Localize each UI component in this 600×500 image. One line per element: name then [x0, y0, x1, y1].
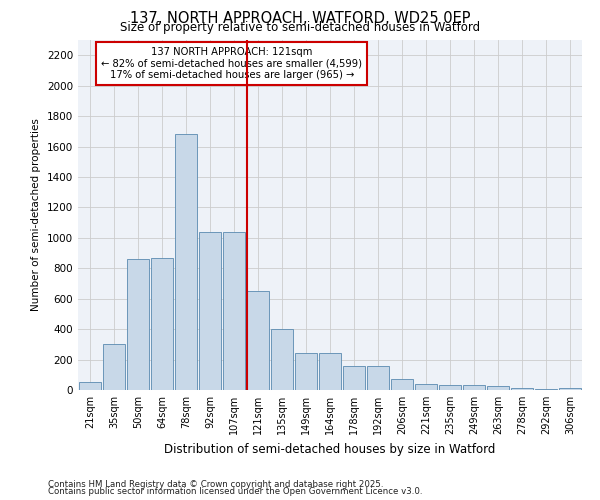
Bar — [103, 344, 125, 390]
Bar — [319, 354, 341, 390]
Bar — [295, 354, 317, 390]
Text: 137 NORTH APPROACH: 121sqm
← 82% of semi-detached houses are smaller (4,599)
17%: 137 NORTH APPROACH: 121sqm ← 82% of semi… — [101, 47, 362, 80]
Bar — [439, 386, 461, 390]
Bar — [535, 389, 557, 390]
Bar — [559, 388, 581, 390]
Bar — [343, 366, 365, 390]
Y-axis label: Number of semi-detached properties: Number of semi-detached properties — [31, 118, 41, 312]
Text: Distribution of semi-detached houses by size in Watford: Distribution of semi-detached houses by … — [164, 442, 496, 456]
Bar — [151, 258, 173, 390]
Bar — [127, 259, 149, 390]
Text: Contains HM Land Registry data © Crown copyright and database right 2025.: Contains HM Land Registry data © Crown c… — [48, 480, 383, 489]
Bar — [79, 382, 101, 390]
Bar — [511, 388, 533, 390]
Bar — [367, 366, 389, 390]
Bar — [271, 329, 293, 390]
Text: Contains public sector information licensed under the Open Government Licence v3: Contains public sector information licen… — [48, 487, 422, 496]
Text: Size of property relative to semi-detached houses in Watford: Size of property relative to semi-detach… — [120, 22, 480, 35]
Bar — [391, 378, 413, 390]
Bar — [199, 232, 221, 390]
Bar — [487, 386, 509, 390]
Text: 137, NORTH APPROACH, WATFORD, WD25 0EP: 137, NORTH APPROACH, WATFORD, WD25 0EP — [130, 11, 470, 26]
Bar — [463, 386, 485, 390]
Bar — [175, 134, 197, 390]
Bar — [247, 291, 269, 390]
Bar — [223, 232, 245, 390]
Bar — [415, 384, 437, 390]
